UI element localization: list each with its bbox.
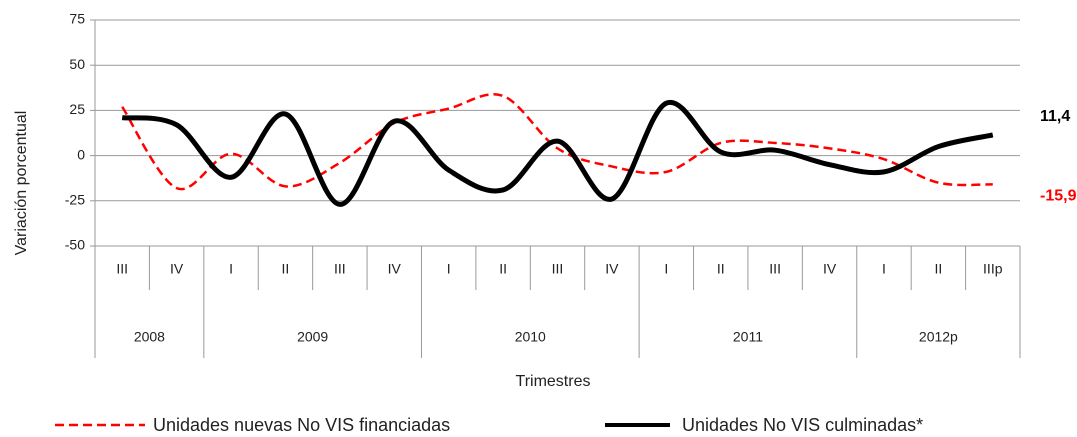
x-tick-label: III [116,261,128,277]
y-tick-label: 0 [77,146,85,162]
x-tick-label: II [499,261,507,277]
group-label: 2009 [297,329,328,345]
group-label: 2008 [134,329,165,345]
x-tick-label: II [282,261,290,277]
legend-label: Unidades nuevas No VIS financiadas [153,415,450,435]
y-axis-label: Variación porcentual [13,111,30,256]
legend-label: Unidades No VIS culminadas* [682,415,923,435]
x-tick-label: IV [605,261,619,277]
x-tick-label: III [552,261,564,277]
x-tick-label: IIIp [983,261,1003,277]
group-label: 2010 [515,329,546,345]
x-tick-label: I [882,261,886,277]
group-label: 2012p [919,329,958,345]
value-label: 11,4 [1040,108,1070,125]
group-label: 2011 [733,329,763,345]
x-tick-label: IV [170,261,184,277]
x-tick-label: III [769,261,781,277]
value-label: -15,9 [1040,188,1077,205]
x-tick-label: I [229,261,233,277]
x-tick-label: I [447,261,451,277]
x-tick-label: I [664,261,668,277]
y-tick-label: 50 [69,56,85,72]
x-axis-label: Trimestres [516,373,591,390]
line [121,99,994,207]
x-tick-label: II [934,261,942,277]
x-tick-label: IV [388,261,402,277]
x-tick-label: IV [823,261,837,277]
x-tick-label: III [334,261,346,277]
y-tick-label: -25 [65,192,85,208]
y-tick-label: 25 [69,101,85,117]
y-tick-label: 75 [69,11,85,27]
x-tick-label: II [717,261,725,277]
y-tick-label: -50 [65,237,85,253]
